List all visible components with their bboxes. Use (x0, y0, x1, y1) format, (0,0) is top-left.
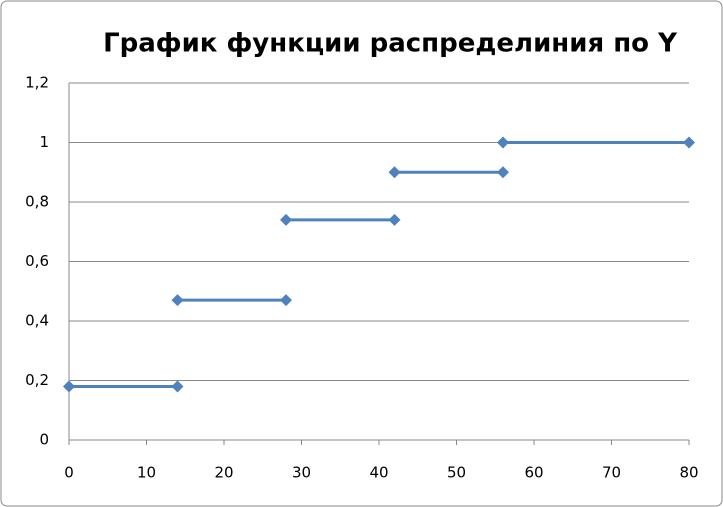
y-tick-label: 0,8 (25, 193, 49, 211)
x-tick-label: 40 (369, 464, 388, 482)
marker (280, 213, 292, 226)
x-tick-label: 60 (524, 464, 543, 482)
x-tick-label: 50 (447, 464, 466, 482)
y-tick-label: 0,4 (25, 312, 49, 330)
marker (683, 136, 695, 149)
x-tick-label: 10 (137, 464, 156, 482)
y-tick-label: 0 (39, 431, 49, 449)
marker (280, 294, 292, 307)
marker (497, 166, 509, 179)
y-tick-label: 0,2 (25, 371, 49, 389)
y-tick-label: 1 (39, 133, 49, 151)
y-tick-label: 1,2 (25, 74, 49, 92)
marker (63, 380, 75, 393)
x-tick-label: 30 (292, 464, 311, 482)
marker (388, 166, 401, 179)
x-tick-label: 20 (214, 464, 233, 482)
marker (497, 136, 509, 149)
chart-title: График функции распределиния по Y (103, 29, 678, 59)
marker (171, 380, 184, 393)
marker (171, 294, 184, 307)
y-tick-label: 0,6 (25, 252, 49, 270)
marker (388, 213, 401, 226)
x-tick-label: 70 (602, 464, 621, 482)
x-tick-label: 0 (64, 464, 74, 482)
x-tick-label: 80 (679, 464, 698, 482)
